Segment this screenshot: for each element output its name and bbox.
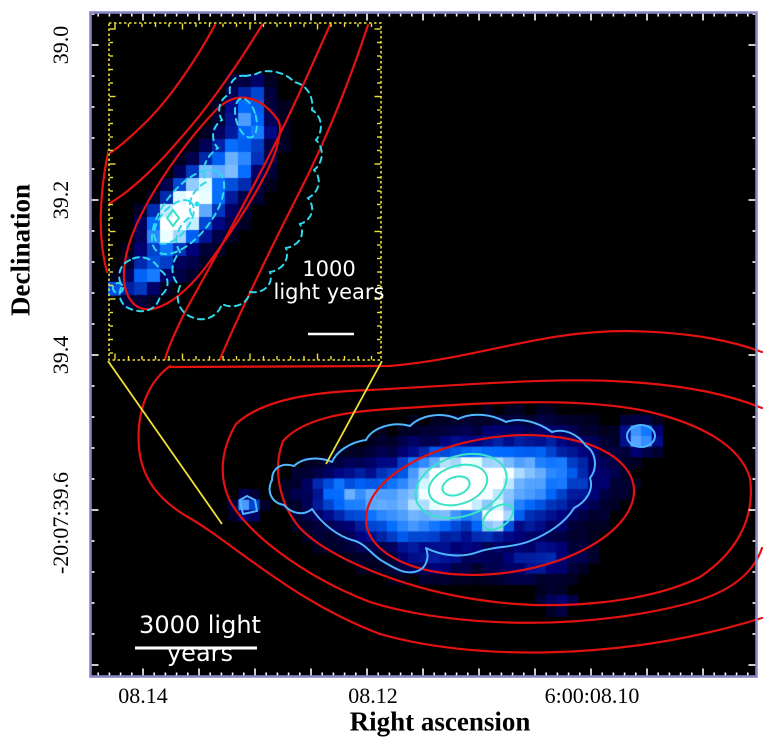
inset-contour-overlay [108,22,382,361]
main-scale-bar-label: 3000 light years [139,611,261,667]
y-tick-label: -20:07:39.6 [48,471,73,575]
zoom-inset-panel: 1000 light years [108,22,385,361]
x-tick-label: 08.14 [118,683,168,708]
x-tick-label: 08.12 [348,683,398,708]
x-tick-label: 6:00:08.10 [544,683,640,708]
inset-red-contour-lines [108,23,370,361]
inset-scale-bar-label: 1000 light years [265,258,393,303]
inset-frame [108,22,382,361]
inset-frame-tick-marks [109,23,381,360]
inset-scale-unit: light years [273,279,385,304]
y-axis-title: Declination [5,184,36,316]
inset-peak-markers [165,201,200,228]
inset-dashed-contour-lines [112,70,323,321]
inset-scale-value: 1000 [302,257,356,281]
x-axis-title: Right ascension [349,706,531,737]
y-tick-label: 39.2 [48,180,73,220]
y-tick-label: 39.4 [48,335,73,375]
y-tick-label: 39.0 [48,25,73,65]
